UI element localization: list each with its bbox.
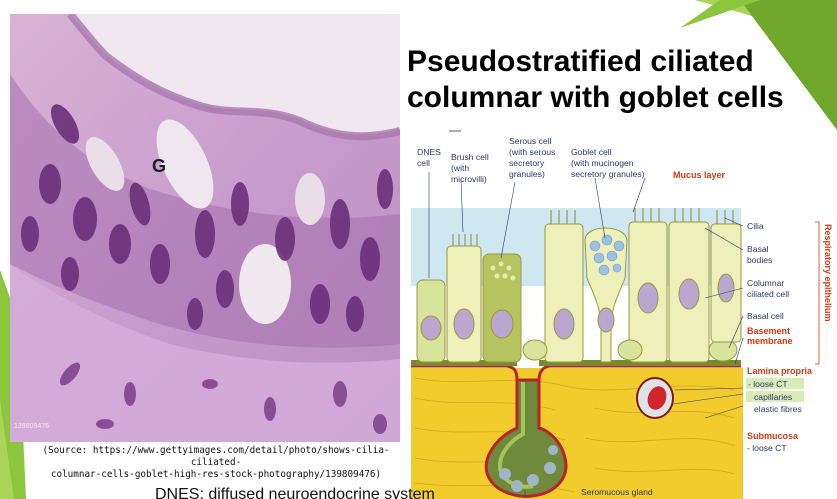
label-brush-line2: (with — [451, 163, 469, 173]
label-goblet-line1: Goblet cell — [571, 147, 612, 157]
label-basal-bodies-line2: bodies — [747, 255, 772, 265]
title-line-1: Pseudostratified ciliated — [407, 45, 754, 78]
label-dnes-line2: cell — [417, 158, 430, 168]
label-goblet-line3: secretory granules) — [571, 169, 645, 179]
label-serous-line3: secretory — [509, 158, 545, 168]
label-goblet-line2: (with mucinogen — [571, 158, 634, 168]
label-serous-line4: granules) — [509, 169, 545, 179]
goblet-cell-label: G — [152, 156, 167, 176]
source-line-2: columnar-cells-goblet-high-res-stock-pho… — [50, 469, 382, 480]
label-capillaries: capillaries — [754, 392, 792, 402]
source-citation: (Source: https://www.gettyimages.com/det… — [26, 445, 406, 481]
label-seromucous-gland: Seromucous gland — [581, 487, 653, 497]
connective-tissue — [411, 368, 743, 499]
label-elastic-fibres: elastic fibres — [754, 404, 802, 414]
label-serous-line1: Serous cell — [509, 136, 552, 146]
label-lamina-propria: Lamina propria — [747, 366, 813, 376]
label-respiratory-epithelium: Respiratory epithelium — [823, 224, 833, 322]
triangle-top-right-mid — [680, 0, 760, 28]
label-brush-line3: microvilli) — [451, 174, 487, 184]
footer-note: DNES: diffused neuroendocrine system — [155, 486, 435, 499]
label-loose-ct-1: - loose CT — [748, 379, 788, 389]
source-line-1: (Source: https://www.gettyimages.com/det… — [42, 445, 390, 468]
epithelium-diagram: DNES cell Brush cell (with microvilli) S… — [405, 128, 837, 499]
label-basal-bodies-line1: Basal — [747, 244, 769, 254]
label-brush-line1: Brush cell — [451, 152, 489, 162]
label-columnar-line2: ciliated cell — [747, 289, 789, 299]
label-submucosa: Submucosa — [747, 431, 799, 441]
label-columnar-line1: Columnar — [747, 278, 784, 288]
label-loose-ct-2: - loose CT — [747, 443, 787, 453]
label-cilia: Cilia — [747, 221, 764, 231]
image-watermark: 139809476 — [14, 423, 50, 430]
label-mucus-layer: Mucus layer — [673, 170, 726, 180]
micrograph-image — [10, 14, 400, 442]
triangle-top-right-dark — [740, 0, 837, 130]
slide-title: Pseudostratified ciliated columnar with … — [407, 44, 835, 116]
label-serous-line2: (with serous — [509, 147, 555, 157]
label-basement-line1: Basement — [747, 326, 790, 336]
label-dnes-line1: DNES — [417, 147, 441, 157]
triangle-left-light — [0, 400, 14, 499]
title-line-2: columnar with goblet cells — [407, 81, 784, 114]
label-basement-line2: membrane — [747, 336, 793, 346]
label-basal-cell: Basal cell — [747, 311, 784, 321]
epithelial-cells — [416, 208, 742, 363]
